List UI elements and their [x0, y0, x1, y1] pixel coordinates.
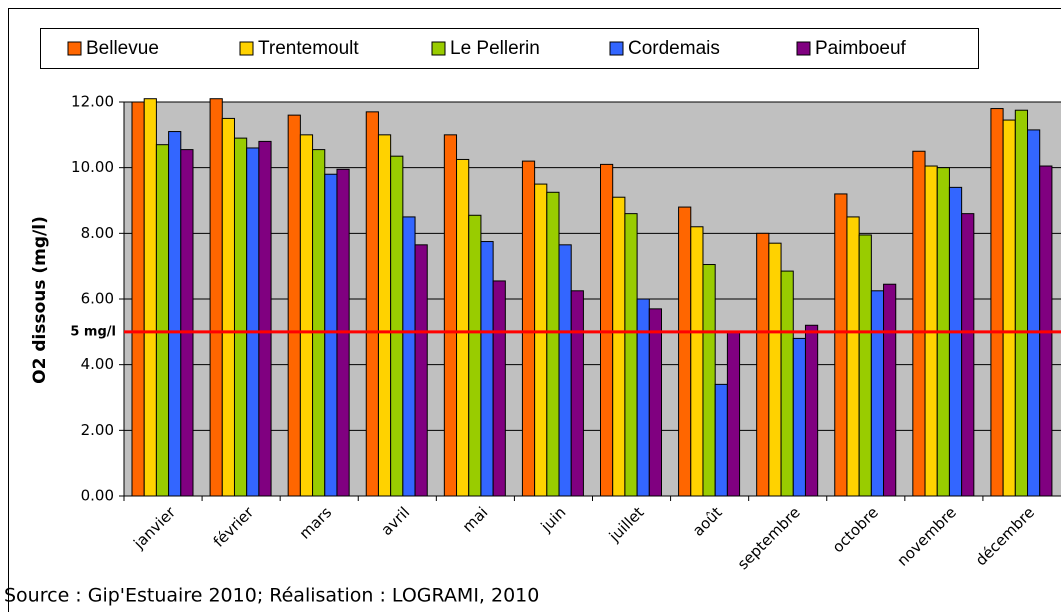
legend-label: Bellevue	[86, 38, 159, 59]
bar	[390, 155, 404, 497]
y-tick-label: 12.00	[71, 93, 114, 111]
y-tick-label: 6.00	[81, 290, 114, 308]
bar	[312, 149, 326, 497]
bar	[870, 290, 885, 497]
source-note: Source : Gip'Estuaire 2010; Réalisation …	[4, 585, 539, 607]
bar	[143, 98, 157, 497]
x-tick-label: novembre	[893, 503, 959, 569]
y-tick-label: 8.00	[81, 224, 114, 242]
bar	[155, 144, 170, 497]
x-tick-label: mars	[296, 503, 336, 543]
bar	[287, 114, 301, 497]
bar	[846, 216, 860, 497]
bar	[258, 140, 272, 497]
bar	[834, 193, 848, 497]
bar	[324, 173, 338, 497]
bar	[690, 226, 704, 497]
bar	[990, 108, 1004, 497]
bar	[612, 196, 626, 497]
bar	[726, 331, 741, 497]
bar	[636, 298, 650, 497]
bar	[221, 117, 235, 497]
chart-border	[8, 8, 1061, 612]
legend-swatch	[239, 41, 254, 56]
bar	[792, 337, 806, 497]
bar	[1002, 119, 1016, 497]
bar	[961, 213, 975, 497]
legend-swatch	[431, 41, 446, 56]
bar	[131, 101, 145, 497]
bar	[299, 134, 314, 497]
legend-swatch	[609, 41, 624, 56]
bar	[1014, 109, 1029, 497]
legend-box	[40, 28, 979, 69]
legend-swatch	[796, 41, 811, 56]
bar	[443, 134, 458, 497]
y-axis-label: O2 dissous (mg/l)	[30, 216, 50, 384]
bar	[468, 214, 482, 497]
x-tick-label: août	[689, 503, 726, 540]
x-tick-label: juin	[537, 503, 570, 536]
bar	[624, 213, 638, 497]
y-tick-label: 4.00	[81, 355, 114, 373]
x-tick-label: décembre	[972, 503, 1038, 569]
bar	[600, 163, 614, 497]
bar	[804, 324, 819, 497]
legend-label: Trentemoult	[258, 38, 359, 59]
bar	[492, 280, 506, 497]
y-tick-label: 10.00	[71, 158, 114, 176]
legend-label: Cordemais	[628, 38, 720, 59]
bar	[714, 383, 728, 497]
x-tick-label: septembre	[734, 503, 804, 573]
bar	[414, 244, 428, 497]
x-tick-label: mai	[459, 503, 492, 536]
bar	[1027, 129, 1041, 497]
bar	[546, 191, 560, 497]
legend-label: Paimboeuf	[815, 38, 907, 59]
bar	[648, 308, 662, 497]
x-tick-label: février	[210, 503, 258, 551]
reference-label: 5 mg/l	[70, 324, 116, 339]
bar	[883, 283, 897, 497]
bar	[180, 149, 194, 497]
bar	[233, 137, 248, 497]
bar	[756, 232, 770, 497]
y-tick-label: 2.00	[81, 421, 114, 439]
legend-label: Le Pellerin	[450, 38, 540, 59]
x-tick-label: avril	[378, 503, 414, 539]
bar	[168, 131, 182, 497]
bar	[858, 234, 872, 497]
bar	[768, 242, 782, 497]
x-tick-label: octobre	[829, 503, 882, 556]
x-tick-label: juillet	[605, 503, 648, 546]
bar	[558, 244, 572, 497]
y-tick-label: 0.00	[81, 487, 114, 505]
bar	[912, 150, 926, 497]
bar	[948, 186, 963, 497]
bar	[702, 264, 716, 497]
bar	[534, 183, 548, 497]
bar	[570, 290, 584, 497]
legend-swatch	[67, 41, 82, 56]
bar	[246, 147, 260, 497]
bar	[521, 160, 536, 497]
bar	[780, 270, 794, 497]
bar	[402, 216, 416, 497]
bar	[209, 98, 223, 497]
bar	[365, 111, 379, 497]
bar	[480, 241, 494, 497]
bar	[377, 134, 392, 497]
bar	[678, 206, 692, 497]
x-tick-label: janvier	[129, 503, 179, 553]
bar	[456, 158, 470, 497]
